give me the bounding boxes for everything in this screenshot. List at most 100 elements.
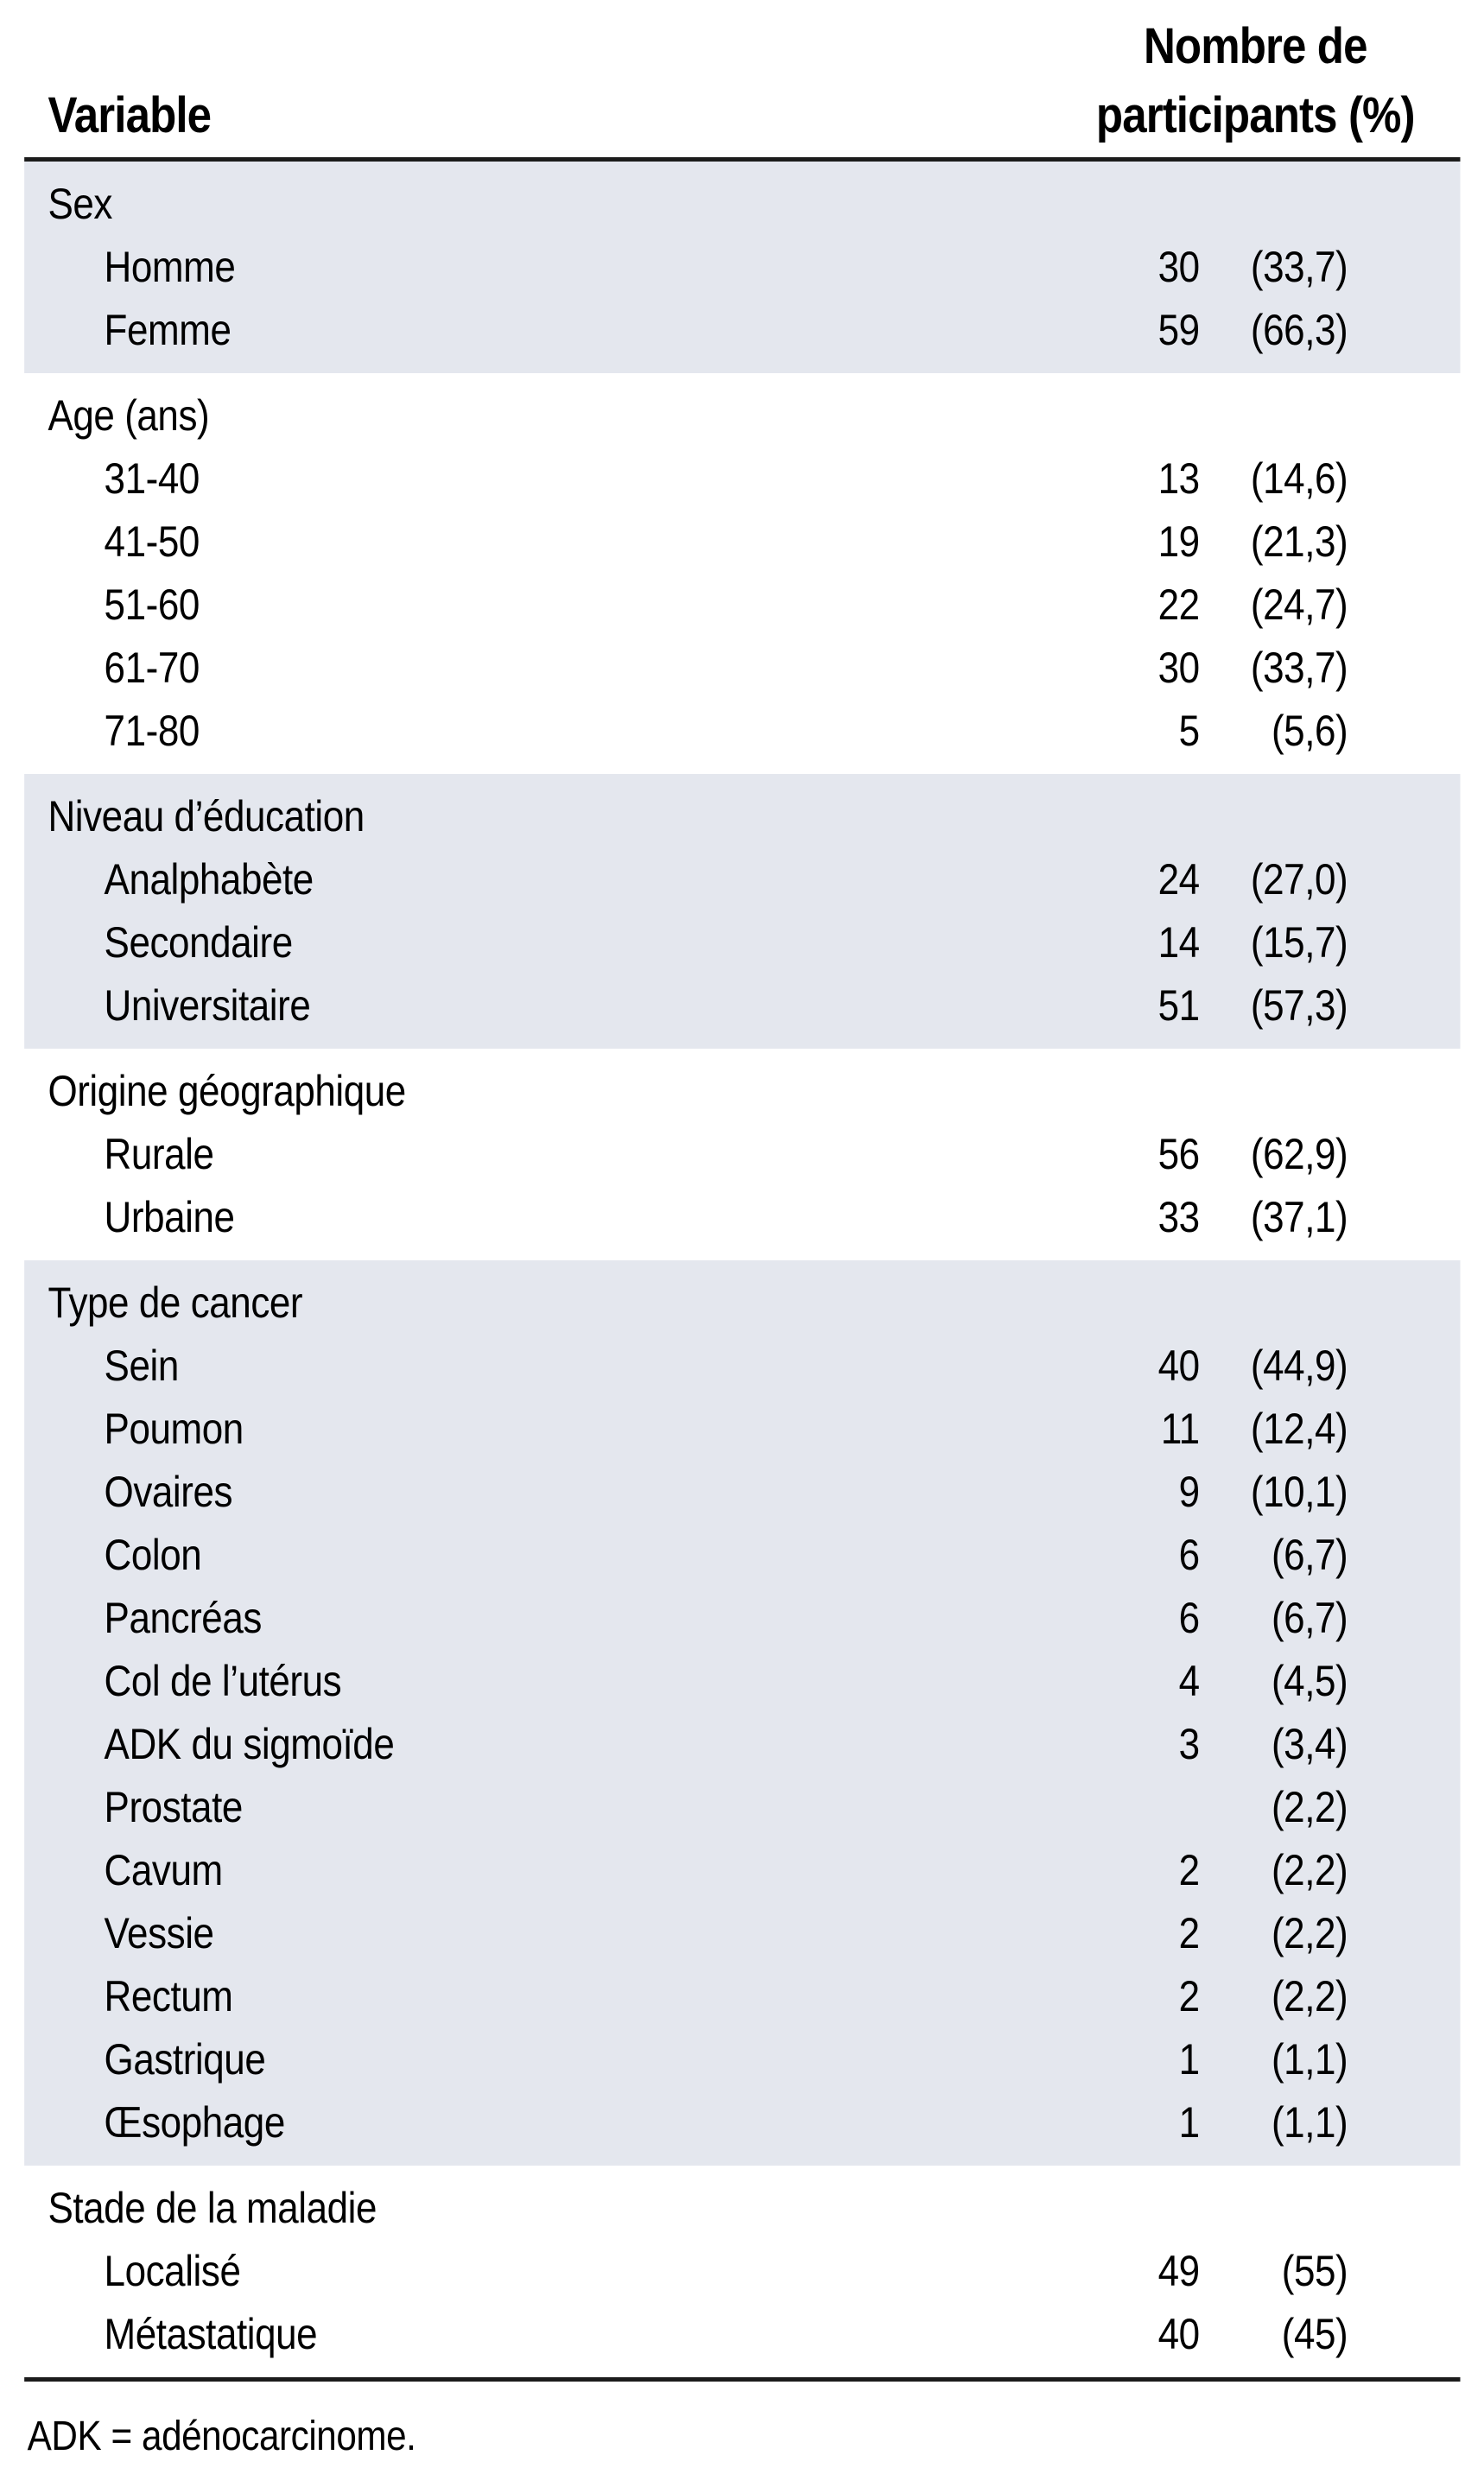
table-row: Analphabète 24 (27,0) bbox=[24, 847, 1348, 910]
row-percent: (14,6) bbox=[1250, 454, 1348, 503]
row-percent: (1,1) bbox=[1271, 2097, 1348, 2147]
participants-table-figure: Variable Nombre de participants (%) Sex … bbox=[24, 0, 1461, 2459]
row-count: 33 bbox=[1157, 1192, 1201, 1241]
row-label: 41-50 bbox=[104, 517, 200, 566]
table-row: ADK du sigmoïde 3 (3,4) bbox=[24, 1712, 1348, 1775]
table-section: Origine géographique Rurale 56 (62,9) Ur… bbox=[24, 1049, 1460, 1260]
row-label: Localisé bbox=[104, 2246, 241, 2295]
row-label: Métastatique bbox=[104, 2309, 318, 2358]
row-label: 71-80 bbox=[104, 706, 200, 755]
table-row: Colon 6 (6,7) bbox=[24, 1523, 1348, 1586]
section-label: Niveau d’éducation bbox=[48, 791, 365, 841]
row-count: 24 bbox=[1157, 854, 1201, 904]
row-count: 2 bbox=[1178, 1845, 1200, 1894]
row-percent: (66,3) bbox=[1250, 305, 1348, 354]
table-row: Rectum 2 (2,2) bbox=[24, 1964, 1348, 2027]
table-row: Homme 30 (33,7) bbox=[24, 235, 1348, 298]
table-row: 61-70 30 (33,7) bbox=[24, 636, 1348, 699]
row-percent: (44,9) bbox=[1250, 1341, 1348, 1390]
row-percent: (37,1) bbox=[1250, 1192, 1348, 1241]
row-count: 2 bbox=[1178, 1908, 1200, 1957]
row-count: 2 bbox=[1178, 1971, 1200, 2020]
table-section: Type de cancer Sein 40 (44,9) Poumon 11 … bbox=[24, 1260, 1461, 2166]
footnote: ADK = adénocarcinome. bbox=[27, 2414, 416, 2459]
table-section: Age (ans) 31-40 13 (14,6) 41-50 19 (21,3… bbox=[24, 373, 1460, 774]
row-count: 11 bbox=[1160, 1404, 1200, 1453]
table-section: Niveau d’éducation Analphabète 24 (27,0)… bbox=[24, 774, 1461, 1049]
section-label: Stade de la maladie bbox=[48, 2183, 377, 2232]
row-percent: (6,7) bbox=[1271, 1593, 1348, 1642]
row-count: 51 bbox=[1157, 980, 1201, 1030]
row-count: 19 bbox=[1157, 517, 1201, 566]
top-rule bbox=[24, 157, 1461, 162]
row-count: 30 bbox=[1157, 242, 1201, 291]
row-count: 9 bbox=[1178, 1467, 1200, 1516]
row-count: 49 bbox=[1157, 2246, 1201, 2295]
row-label: 31-40 bbox=[104, 454, 200, 503]
row-percent: (27,0) bbox=[1250, 854, 1348, 904]
row-label: Rectum bbox=[104, 1971, 233, 2020]
row-count: 1 bbox=[1178, 2097, 1200, 2147]
table-section: Sex Homme 30 (33,7) Femme 59 (66,3) bbox=[24, 162, 1461, 373]
table-section: Stade de la maladie Localisé 49 (55) Mét… bbox=[24, 2166, 1460, 2377]
row-label: Urbaine bbox=[104, 1192, 235, 1241]
row-count: 6 bbox=[1178, 1530, 1200, 1579]
row-count: 5 bbox=[1178, 706, 1200, 755]
column-header-variable: Variable bbox=[48, 87, 212, 143]
row-label: Vessie bbox=[104, 1908, 214, 1957]
table-row: Ovaires 9 (10,1) bbox=[24, 1460, 1348, 1523]
row-count: 59 bbox=[1157, 305, 1201, 354]
table-row: Poumon 11 (12,4) bbox=[24, 1397, 1348, 1460]
table-row: Localisé 49 (55) bbox=[24, 2239, 1348, 2302]
section-label: Sex bbox=[48, 179, 112, 228]
row-percent: (2,2) bbox=[1271, 1845, 1348, 1894]
row-percent: (21,3) bbox=[1250, 517, 1348, 566]
row-label: Universitaire bbox=[104, 980, 311, 1030]
row-percent: (6,7) bbox=[1271, 1530, 1348, 1579]
column-header-participants-line1: Nombre de bbox=[1143, 18, 1368, 74]
row-percent: (4,5) bbox=[1271, 1656, 1348, 1705]
row-percent: (57,3) bbox=[1250, 980, 1348, 1030]
table-row: Universitaire 51 (57,3) bbox=[24, 974, 1348, 1037]
column-header-participants: Nombre de participants (%) bbox=[1096, 12, 1416, 150]
bottom-rule bbox=[24, 2377, 1461, 2382]
row-label: Œsophage bbox=[104, 2097, 286, 2147]
table-row: Gastrique 1 (1,1) bbox=[24, 2027, 1348, 2090]
row-count: 1 bbox=[1178, 2034, 1200, 2084]
table-body: Sex Homme 30 (33,7) Femme 59 (66,3) Age … bbox=[24, 162, 1461, 2377]
table-row: Cavum 2 (2,2) bbox=[24, 1838, 1348, 1901]
row-percent: (2,2) bbox=[1271, 1971, 1348, 2020]
row-label: Secondaire bbox=[104, 917, 294, 967]
row-percent: (45) bbox=[1281, 2309, 1348, 2358]
row-percent: (15,7) bbox=[1250, 917, 1348, 967]
row-percent: (12,4) bbox=[1250, 1404, 1348, 1453]
row-label: Gastrique bbox=[104, 2034, 266, 2084]
row-label: ADK du sigmoïde bbox=[104, 1719, 395, 1768]
row-percent: (2,2) bbox=[1271, 1782, 1348, 1831]
row-count: 56 bbox=[1157, 1129, 1201, 1178]
row-count: 40 bbox=[1157, 2309, 1201, 2358]
row-percent: (62,9) bbox=[1250, 1129, 1348, 1178]
table-row: 41-50 19 (21,3) bbox=[24, 510, 1348, 573]
row-label: Analphabète bbox=[104, 854, 314, 904]
row-label: 61-70 bbox=[104, 643, 200, 692]
table-row: Sein 40 (44,9) bbox=[24, 1334, 1348, 1397]
table-header: Variable Nombre de participants (%) bbox=[24, 0, 1460, 157]
table-row: 31-40 13 (14,6) bbox=[24, 447, 1348, 510]
row-label: Ovaires bbox=[104, 1467, 233, 1516]
row-count: 6 bbox=[1178, 1593, 1200, 1642]
row-percent: (5,6) bbox=[1271, 706, 1348, 755]
table-row: 71-80 5 (5,6) bbox=[24, 699, 1348, 762]
table-row: Métastatique 40 (45) bbox=[24, 2302, 1348, 2365]
row-label: Col de l’utérus bbox=[104, 1656, 342, 1705]
row-label: Homme bbox=[104, 242, 236, 291]
table-row: Secondaire 14 (15,7) bbox=[24, 910, 1348, 974]
row-count: 40 bbox=[1157, 1341, 1201, 1390]
section-label: Type de cancer bbox=[48, 1278, 303, 1327]
row-count: 14 bbox=[1157, 917, 1201, 967]
table-row: Femme 59 (66,3) bbox=[24, 298, 1348, 361]
table-row: 51-60 22 (24,7) bbox=[24, 573, 1348, 636]
row-count: 22 bbox=[1157, 580, 1201, 629]
row-percent: (33,7) bbox=[1250, 643, 1348, 692]
table-row: Rurale 56 (62,9) bbox=[24, 1122, 1348, 1185]
